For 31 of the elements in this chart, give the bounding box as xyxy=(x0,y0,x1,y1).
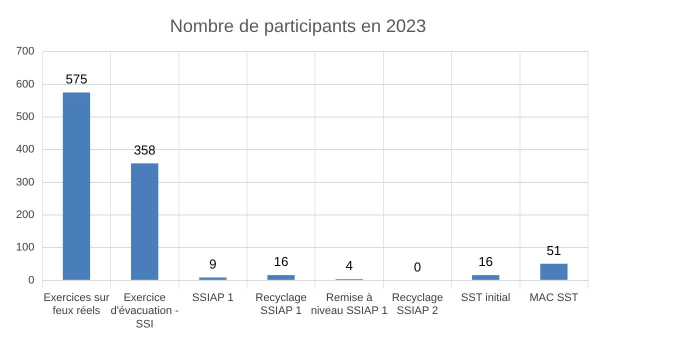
data-label: 575 xyxy=(66,72,88,87)
x-tick-label: Recyclage SSIAP 1 xyxy=(255,292,307,318)
x-tick-label: Recyclage SSIAP 2 xyxy=(392,292,444,318)
bar xyxy=(131,163,158,280)
y-tick-label: 300 xyxy=(16,176,34,188)
x-tick-label: Exercice d'évacuation - SSI xyxy=(110,292,180,330)
y-tick-label: 700 xyxy=(16,46,34,58)
x-tick-label: Remise à niveau SSIAP 1 xyxy=(310,292,388,318)
chart-title: Nombre de participants en 2023 xyxy=(170,16,426,36)
data-label: 358 xyxy=(134,142,156,158)
y-tick-label: 200 xyxy=(16,209,34,222)
bar xyxy=(62,92,90,280)
y-tick-label: 500 xyxy=(16,111,34,124)
y-tick-label: 0 xyxy=(28,274,34,286)
data-label: 16 xyxy=(478,254,493,270)
bar xyxy=(267,275,295,280)
x-tick-label: SST initial xyxy=(461,292,510,304)
data-label: 9 xyxy=(209,256,216,272)
x-tick-label: MAC SST xyxy=(529,292,579,304)
y-tick-label: 400 xyxy=(16,144,34,156)
data-label: 4 xyxy=(346,258,353,274)
y-tick-label: 100 xyxy=(16,242,34,254)
y-tick-label: 600 xyxy=(16,78,34,90)
data-label: 51 xyxy=(546,242,562,258)
data-label: 0 xyxy=(414,259,422,274)
data-label: 16 xyxy=(274,254,288,270)
bar xyxy=(199,277,227,280)
x-tick-label: SSIAP 1 xyxy=(192,292,234,304)
bar xyxy=(472,275,500,280)
bar xyxy=(540,264,568,280)
x-tick-label: Exercices sur feux réels xyxy=(43,292,110,318)
